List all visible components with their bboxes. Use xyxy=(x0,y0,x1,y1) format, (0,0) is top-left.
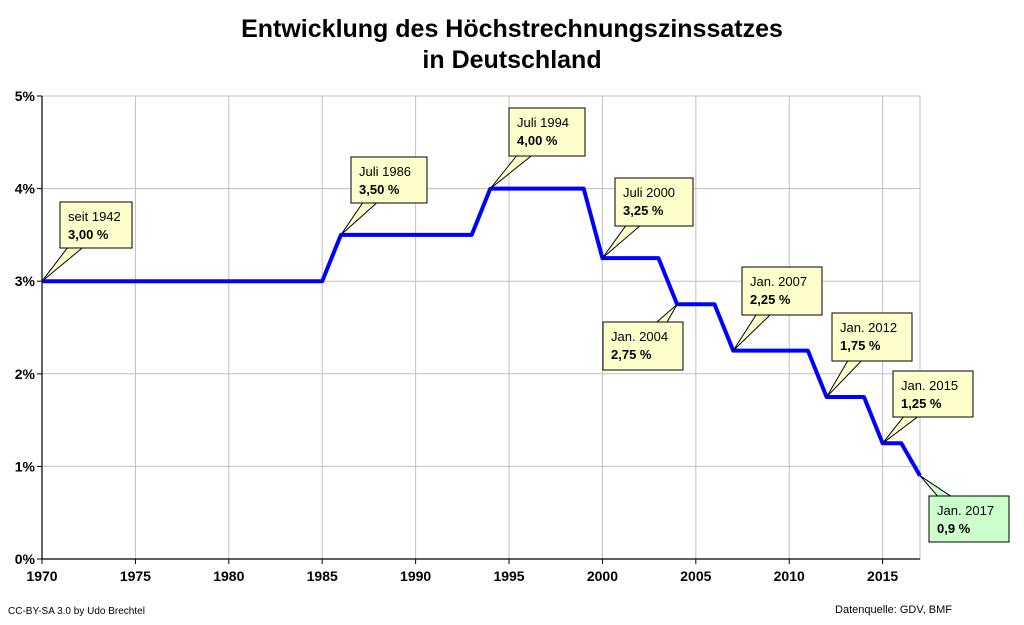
callout-date: Jan. 2017 xyxy=(937,503,994,518)
callout-value: 0,9 % xyxy=(937,521,971,536)
x-tick-label: 2015 xyxy=(867,568,898,584)
callout-date: Juli 1986 xyxy=(359,164,411,179)
chart-title-line-1: Entwicklung des Höchstrechnungszinssatze… xyxy=(241,15,783,43)
x-tick-label: 2005 xyxy=(680,568,711,584)
chart-title-line-2: in Deutschland xyxy=(422,46,602,74)
callout-date: seit 1942 xyxy=(68,209,121,224)
y-tick-label: 3% xyxy=(15,273,36,289)
callout-fill xyxy=(930,497,1008,541)
callout: Jan. 2012 1,75 % xyxy=(826,312,913,398)
x-tick-label: 1995 xyxy=(493,568,524,584)
callout: Juli 2000 3,25 % xyxy=(602,177,694,259)
callout-date: Jan. 2004 xyxy=(611,329,668,344)
callout-value: 3,50 % xyxy=(359,182,400,197)
callout-fill xyxy=(61,203,131,247)
callout-value: 3,25 % xyxy=(623,203,664,218)
x-tick-label: 2010 xyxy=(774,568,805,584)
callout-value: 3,00 % xyxy=(68,227,109,242)
y-tick-label: 1% xyxy=(15,458,36,474)
callout-value: 2,25 % xyxy=(750,292,791,307)
y-tick-label: 2% xyxy=(15,366,36,382)
callout: Jan. 2007 2,25 % xyxy=(732,266,823,352)
callout-date: Jan. 2007 xyxy=(750,274,807,289)
plot-area xyxy=(41,95,921,560)
x-tick-label: 1990 xyxy=(400,568,431,584)
callout: seit 1942 3,00 % xyxy=(41,201,133,282)
x-tick-label: 1970 xyxy=(26,568,57,584)
callout: Jan. 2017 0,9 % xyxy=(919,475,1010,543)
callout-date: Juli 1994 xyxy=(517,115,569,130)
callout-date: Jan. 2015 xyxy=(901,378,958,393)
callout-fill xyxy=(743,268,821,314)
callout-value: 1,75 % xyxy=(840,338,881,353)
x-tick-label: 1985 xyxy=(307,568,338,584)
callout-fill xyxy=(833,314,911,360)
x-tick-label: 2000 xyxy=(587,568,618,584)
callout-value: 2,75 % xyxy=(611,347,652,362)
callout-fill xyxy=(616,179,692,225)
x-tick-label: 1980 xyxy=(213,568,244,584)
chart-title: Entwicklung des Höchstrechnungszinssatze… xyxy=(0,14,1024,76)
callout: Jan. 2004 2,75 % xyxy=(602,303,684,371)
license-note: CC-BY-SA 3.0 by Udo Brechtel xyxy=(8,606,145,617)
y-tick-label: 5% xyxy=(15,88,36,104)
callout-date: Juli 2000 xyxy=(623,185,675,200)
callout: Jan. 2015 1,25 % xyxy=(882,370,974,444)
callout: Juli 1986 3,50 % xyxy=(340,156,428,236)
callout: Juli 1994 4,00 % xyxy=(489,107,586,189)
y-tick-label: 4% xyxy=(15,181,36,197)
y-tick-label: 0% xyxy=(15,551,36,567)
callout-fill xyxy=(510,109,584,155)
callout-value: 4,00 % xyxy=(517,133,558,148)
callout-date: Jan. 2012 xyxy=(840,320,897,335)
callout-value: 1,25 % xyxy=(901,396,942,411)
x-tick-label: 1975 xyxy=(120,568,151,584)
data-source-note: Datenquelle: GDV, BMF xyxy=(835,604,952,616)
callout-fill xyxy=(894,372,972,416)
callout-fill xyxy=(604,323,682,369)
callout-fill xyxy=(352,158,426,202)
series-line xyxy=(42,186,922,477)
